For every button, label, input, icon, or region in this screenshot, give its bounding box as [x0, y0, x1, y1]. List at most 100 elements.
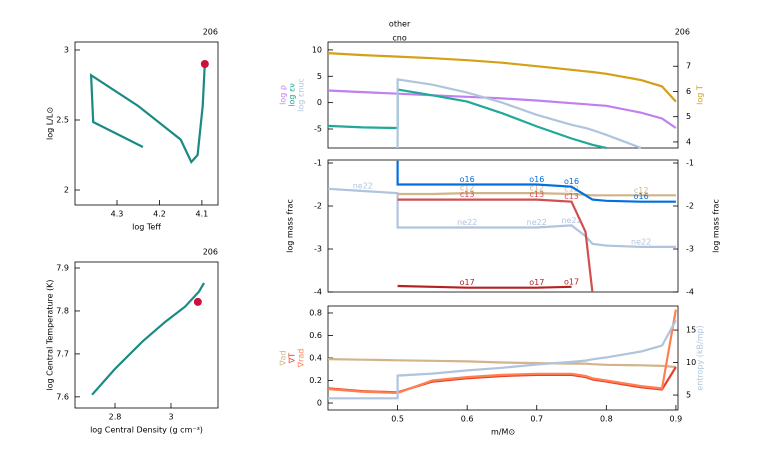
y-tick-label: 2 — [64, 186, 69, 195]
annotation: 206 — [675, 28, 690, 37]
y-series-label: log ρ — [279, 85, 288, 105]
y2-tick-label: -3 — [686, 245, 694, 254]
annotation: 206 — [203, 248, 218, 257]
y2-tick-label: -2 — [686, 202, 694, 211]
series-line — [396, 78, 642, 150]
series-line — [327, 366, 677, 394]
plot-frame — [327, 41, 679, 149]
x-tick-label: 4.1 — [196, 210, 209, 219]
y2-series-label: entropy (kB/mp) — [696, 325, 705, 390]
series-line — [327, 309, 677, 395]
series-label: o17 — [529, 278, 544, 287]
y2-tick-label: -1 — [686, 159, 694, 168]
plot-frame — [74, 261, 219, 409]
x-axis-label: m/M⊙ — [491, 428, 515, 437]
series-label: o16 — [564, 177, 579, 186]
series-line — [327, 358, 676, 369]
y-tick-label: 10 — [312, 45, 322, 54]
x-tick-label: 0.8 — [600, 415, 613, 424]
y2-tick-label: 5 — [686, 112, 691, 121]
y-tick-label: -4 — [314, 288, 322, 297]
current-point — [193, 297, 202, 306]
x-tick-label: 4.2 — [153, 210, 166, 219]
y-series-label: log εν — [288, 83, 297, 107]
y2-tick-label: 7 — [686, 62, 691, 71]
x-tick-label: 4.3 — [111, 210, 124, 219]
track-line — [91, 282, 205, 396]
series-label: ne22 — [457, 218, 477, 227]
series-label: c12 — [634, 186, 649, 195]
y-tick-label: 0.2 — [309, 376, 322, 385]
y-tick-label: 0 — [317, 399, 322, 408]
series-line — [327, 52, 677, 103]
series-label: c13 — [460, 190, 475, 199]
y-series-label: log εnuc — [297, 78, 306, 112]
y-axis-label: log Central Temperature (K) — [46, 279, 55, 390]
x-tick-label: 0.5 — [391, 415, 404, 424]
x-axis-label: log Teff — [132, 223, 161, 232]
track-line — [89, 63, 206, 164]
plot-frame — [74, 41, 219, 206]
y-tick-label: -1 — [314, 159, 322, 168]
series-label: c12 — [564, 184, 579, 193]
x-tick-label: 0.6 — [461, 415, 474, 424]
series-label: c13 — [564, 192, 579, 201]
y-tick-label: 3 — [64, 45, 69, 54]
series-line — [397, 198, 594, 293]
series-line — [327, 89, 677, 129]
series-label: o17 — [460, 278, 475, 287]
y-tick-label: 7.6 — [56, 392, 69, 401]
x-axis-label: log Central Density (g cm⁻³) — [90, 426, 203, 435]
top-note: cno — [392, 34, 406, 43]
series-label: o17 — [564, 277, 579, 286]
y-tick-label: -2 — [314, 202, 322, 211]
y-tick-label: 0.8 — [309, 308, 322, 317]
y-axis-label: log L/L⊙ — [46, 107, 55, 140]
y2-tick-label: 10 — [686, 358, 696, 367]
series-label: c12 — [529, 184, 544, 193]
series-label: o16 — [529, 175, 544, 184]
y-tick-label: -3 — [314, 245, 322, 254]
y-tick-label: 7.9 — [56, 264, 69, 273]
plot-frame — [327, 305, 679, 411]
series-line — [397, 284, 572, 289]
y-series-label: ∇rad — [297, 349, 306, 369]
y-axis-label: log mass frac — [286, 199, 295, 253]
y-tick-label: 0 — [317, 98, 322, 107]
y2-tick-label: 4 — [686, 137, 691, 146]
x-tick-label: 0.9 — [670, 415, 683, 424]
y-series-label: ∇T — [288, 353, 297, 364]
series-label: c13 — [529, 190, 544, 199]
y2-series-label: log T — [696, 85, 705, 105]
series-label: ne22 — [527, 218, 547, 227]
series-line — [327, 88, 607, 150]
y-tick-label: 5 — [317, 72, 322, 81]
y2-axis-label: log mass frac — [712, 199, 721, 253]
series-label: ne22 — [631, 237, 651, 246]
y-tick-label: -5 — [314, 125, 322, 134]
y2-tick-label: -4 — [686, 288, 694, 297]
series-label: ne22 — [561, 216, 581, 225]
series-label: ne22 — [353, 181, 373, 190]
x-tick-label: 3 — [168, 413, 173, 422]
series-label: c12 — [460, 184, 475, 193]
series-line — [328, 319, 677, 400]
series-label: o16 — [460, 175, 475, 184]
series-label: o16 — [634, 192, 649, 201]
plot-frame — [327, 159, 679, 293]
y-tick-label: 0.6 — [309, 331, 322, 340]
annotation: 206 — [203, 28, 218, 37]
y-series-label: ∇ad — [279, 350, 288, 366]
series-line — [397, 192, 676, 197]
top-note: other — [389, 20, 411, 29]
series-line — [396, 160, 676, 203]
y2-tick-label: 6 — [686, 87, 691, 96]
series-line — [327, 187, 676, 248]
x-tick-label: 0.7 — [530, 415, 543, 424]
y-tick-label: 2.5 — [56, 115, 69, 124]
current-point — [200, 59, 209, 68]
y2-tick-label: 15 — [686, 326, 696, 335]
y-tick-label: 0.4 — [309, 354, 322, 363]
y2-tick-label: 5 — [686, 391, 691, 400]
